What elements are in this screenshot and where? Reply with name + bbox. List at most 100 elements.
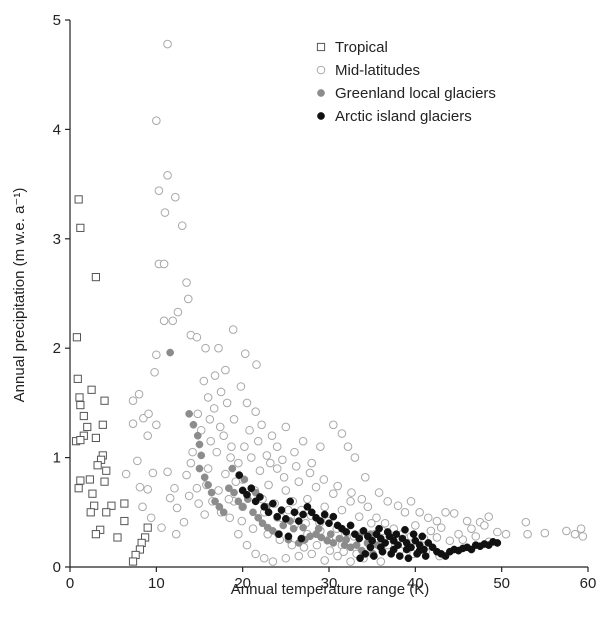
data-point bbox=[415, 546, 424, 555]
data-point bbox=[96, 525, 105, 534]
data-point bbox=[360, 472, 370, 482]
data-point bbox=[192, 332, 202, 342]
data-point bbox=[247, 453, 256, 462]
legend-item: Mid-latitudes bbox=[316, 62, 420, 79]
data-point bbox=[146, 513, 156, 523]
data-point bbox=[409, 530, 418, 539]
data-point bbox=[363, 502, 373, 512]
legend-label: Greenland local glaciers bbox=[335, 85, 496, 102]
data-point bbox=[166, 348, 174, 357]
data-point bbox=[281, 515, 290, 523]
x-tick-label: 30 bbox=[321, 575, 338, 592]
data-point bbox=[240, 349, 250, 358]
data-point bbox=[76, 435, 85, 445]
data-points bbox=[71, 39, 588, 566]
data-point bbox=[354, 512, 364, 521]
data-point bbox=[329, 489, 338, 499]
data-point bbox=[462, 516, 472, 526]
data-point bbox=[432, 533, 442, 542]
data-point bbox=[143, 523, 152, 532]
data-point bbox=[79, 411, 88, 421]
data-point bbox=[76, 476, 85, 485]
data-point bbox=[501, 529, 511, 539]
y-tick-label: 3 bbox=[53, 231, 61, 248]
data-point bbox=[224, 494, 234, 504]
data-point bbox=[375, 524, 383, 533]
data-point bbox=[195, 464, 204, 473]
x-tick-label: 0 bbox=[66, 575, 74, 592]
data-point bbox=[333, 551, 342, 561]
data-point bbox=[251, 407, 260, 416]
series-mid-latitudes bbox=[121, 39, 588, 566]
data-point bbox=[215, 502, 224, 511]
data-point bbox=[197, 451, 206, 460]
legend-label: Tropical bbox=[335, 39, 388, 56]
data-point bbox=[281, 422, 291, 432]
data-point bbox=[91, 530, 101, 539]
data-point bbox=[325, 546, 335, 555]
data-point bbox=[102, 508, 111, 517]
data-point bbox=[278, 455, 287, 465]
data-point bbox=[380, 518, 390, 528]
data-point bbox=[370, 552, 378, 560]
data-point bbox=[206, 436, 216, 446]
data-point bbox=[219, 431, 228, 441]
data-point bbox=[240, 475, 249, 484]
data-point bbox=[228, 325, 238, 334]
data-point bbox=[254, 513, 263, 522]
data-point bbox=[203, 393, 213, 402]
data-point bbox=[562, 526, 571, 536]
data-point bbox=[183, 294, 193, 304]
data-point bbox=[329, 420, 338, 430]
data-point bbox=[418, 532, 427, 541]
data-point bbox=[307, 458, 317, 468]
x-tick-label: 50 bbox=[493, 575, 510, 592]
data-point bbox=[342, 535, 351, 544]
data-point bbox=[173, 307, 183, 317]
data-point bbox=[383, 528, 392, 536]
data-point bbox=[171, 529, 181, 539]
data-point bbox=[259, 553, 269, 563]
data-point bbox=[128, 419, 138, 428]
legend-marker bbox=[316, 42, 326, 52]
data-point bbox=[225, 484, 233, 493]
data-point bbox=[484, 512, 494, 521]
data-point bbox=[303, 502, 312, 511]
data-point bbox=[290, 447, 299, 457]
data-point bbox=[265, 458, 275, 468]
data-point bbox=[376, 543, 385, 552]
data-point bbox=[204, 481, 212, 489]
data-point bbox=[523, 529, 532, 539]
data-point bbox=[185, 409, 193, 418]
data-point bbox=[238, 502, 247, 511]
data-point bbox=[219, 508, 228, 517]
data-point bbox=[570, 529, 580, 539]
data-point bbox=[307, 508, 316, 517]
data-point bbox=[367, 518, 376, 528]
data-point bbox=[207, 488, 216, 497]
data-point bbox=[355, 534, 364, 543]
data-point bbox=[299, 510, 307, 519]
data-point bbox=[134, 389, 144, 399]
data-point bbox=[86, 508, 95, 517]
data-point bbox=[361, 550, 370, 558]
data-point bbox=[290, 508, 299, 517]
data-point bbox=[152, 116, 161, 125]
data-point bbox=[493, 539, 502, 547]
data-point bbox=[342, 528, 351, 536]
data-point bbox=[214, 343, 223, 353]
data-point bbox=[143, 485, 152, 494]
data-point bbox=[441, 508, 450, 517]
data-point bbox=[211, 497, 219, 506]
data-point bbox=[269, 499, 277, 508]
data-point bbox=[152, 420, 161, 430]
data-point bbox=[339, 547, 348, 556]
data-point bbox=[445, 536, 455, 546]
data-point bbox=[100, 477, 109, 486]
data-point bbox=[245, 425, 254, 435]
data-point bbox=[107, 501, 116, 510]
data-point bbox=[335, 534, 344, 543]
data-point bbox=[163, 39, 172, 49]
data-point bbox=[128, 557, 138, 566]
